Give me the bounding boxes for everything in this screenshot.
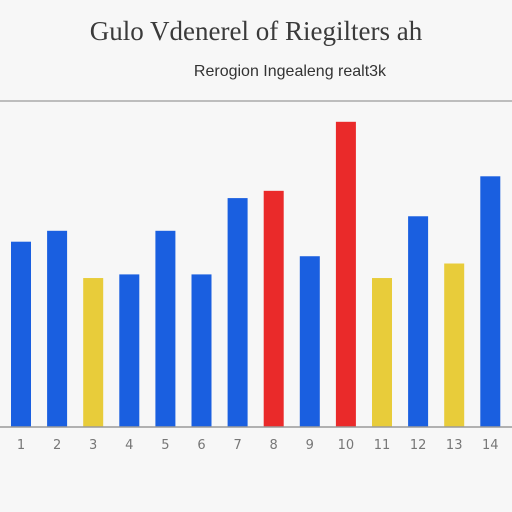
bar-11 — [372, 278, 392, 427]
bar-10 — [335, 121, 356, 428]
bar-5 — [155, 230, 176, 427]
bar-12 — [408, 216, 429, 427]
bar-14 — [480, 176, 501, 427]
bars-group — [11, 121, 501, 428]
bar-6 — [191, 274, 212, 427]
x-tick-label: 8 — [270, 438, 278, 453]
bar-8 — [263, 190, 284, 427]
bar-4 — [119, 274, 140, 427]
x-tick-label: 6 — [197, 438, 205, 453]
chart-title: Gulo Vdenerel of Riegilters ah — [90, 16, 423, 46]
bar-2 — [47, 230, 68, 427]
x-tick-label: 13 — [446, 438, 463, 453]
x-tick-label: 11 — [374, 438, 391, 453]
bar-1 — [11, 241, 31, 427]
bar-7 — [227, 198, 248, 427]
chart-subtitle: Rerogion Ingealeng realt3k — [194, 63, 387, 80]
x-tick-label: 9 — [306, 438, 314, 453]
x-tick-label: 7 — [233, 438, 241, 453]
x-tick-label: 1 — [17, 438, 25, 453]
x-tick-label: 3 — [89, 438, 97, 453]
bar-3 — [83, 278, 104, 427]
x-tick-label: 4 — [125, 438, 133, 453]
x-tick-labels: 1 2 3 4 5 6 7 8 9 10 11 12 13 14 — [17, 438, 499, 453]
x-tick-label: 14 — [482, 438, 499, 453]
x-tick-label: 5 — [161, 438, 169, 453]
bar-9 — [299, 256, 320, 427]
x-tick-label: 2 — [53, 438, 61, 453]
bar-13 — [444, 263, 465, 427]
x-tick-label: 10 — [338, 438, 355, 453]
x-tick-label: 12 — [410, 438, 427, 453]
